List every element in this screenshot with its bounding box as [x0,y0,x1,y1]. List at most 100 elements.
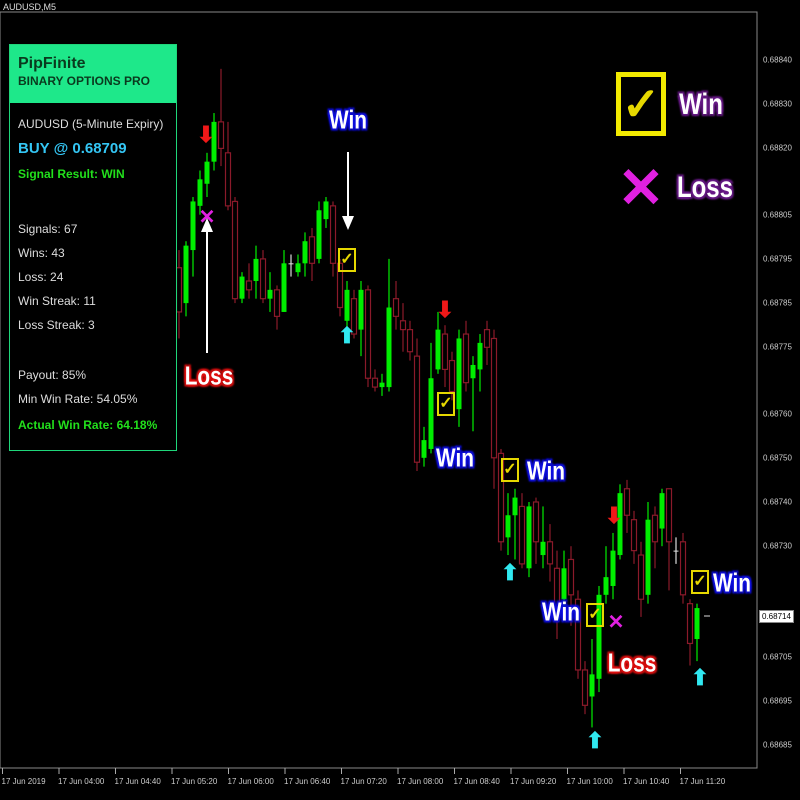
candle [659,488,665,547]
price-tick-label: 0.68705 [763,652,792,662]
candle-body [574,598,582,671]
candle [211,113,217,171]
price-tick-label: 0.68775 [763,342,792,352]
candle-body [211,121,217,162]
candle-body [336,262,344,309]
legend-loss-x-icon: ✕ [617,156,665,219]
candle [477,334,483,392]
time-tick-label: 17 Jun 06:40 [284,777,331,786]
candle-body [610,550,616,586]
candle-body [546,541,554,565]
candle-body [364,289,372,379]
time-tick-label: 17 Jun 04:40 [114,777,161,786]
candle [686,599,694,666]
candle-body [231,200,239,300]
price-tick-label: 0.68760 [763,409,792,419]
candle [694,603,700,662]
candle [329,201,337,277]
candle-body [428,378,434,449]
candle-body [350,298,358,335]
panel-header: PipFinite BINARY OPTIONS PRO [10,45,176,103]
candle-body [581,669,589,706]
candle [589,639,595,728]
candle [224,121,232,211]
candle-body [379,382,385,388]
time-tick-label: 17 Jun 04:00 [58,777,105,786]
payout: Payout: 85% [18,368,87,382]
candle-body [512,497,518,516]
candle-body [295,263,301,273]
loss-x-icon: ✕ [198,206,216,229]
time-tick-label: 17 Jun 06:00 [227,777,274,786]
candle [259,250,267,304]
sell-arrow-icon: ⬇ [435,297,455,322]
time-tick-label: 17 Jun 10:00 [566,777,613,786]
win-label: Win [329,104,367,135]
price-tick-label: 0.68820 [763,143,792,153]
candle [204,152,210,198]
chart-frame [0,11,758,769]
legend-win-label: Win [679,88,723,121]
candle [561,550,567,617]
candle [540,506,546,569]
candle-body [532,501,540,543]
legend-loss-label: Loss [676,171,734,204]
buy-arrow-icon: ⬆ [690,665,710,690]
candle-body [448,359,456,393]
candle-body [526,506,532,569]
price-tick-label: 0.68840 [763,55,792,65]
candle-body [386,307,392,388]
candle-body [392,298,400,317]
candle-body [308,236,316,264]
price-tick-label: 0.68830 [763,99,792,109]
candle-body [483,329,491,348]
candle [413,338,421,472]
buy-arrow-icon: ⬆ [585,728,605,753]
candle-body [344,289,350,321]
candle [406,320,414,361]
candle-body [245,280,253,291]
candle-body [239,276,245,299]
price-tick-label: 0.68730 [763,541,792,551]
time-tick-label: 17 Jun 05:20 [171,777,218,786]
win-label: Win [527,455,565,486]
win-checkbox-icon: ✓ [586,603,604,627]
candle [596,585,602,693]
candle-body [329,205,337,264]
candle-body [596,594,602,679]
loss-count: Loss: 24 [18,270,64,284]
sell-arrow-icon: ⬇ [196,122,216,147]
candle-body [518,505,526,565]
candle-body [651,514,659,543]
candle [183,241,189,317]
candle-body [413,355,421,463]
candle [617,484,623,560]
candle-body [175,267,183,313]
loss-streak: Loss Streak: 3 [18,318,95,332]
candle-body [679,541,687,596]
candle-body [273,289,281,317]
candle [512,488,518,560]
candle [581,661,589,715]
candle [386,258,392,392]
time-tick-label: 17 Jun 08:40 [453,777,500,786]
candle-body [358,289,364,330]
candle-body [224,152,232,207]
candle [441,325,449,388]
candle [399,303,407,352]
candle [546,524,554,582]
candle-body [490,337,498,459]
symbol-line: AUDUSD (5-Minute Expiry) [18,117,164,131]
candle [435,311,441,374]
candle-body [637,554,645,600]
candle-body [406,329,414,353]
candle-body [316,210,322,259]
signal-result: Signal Result: WIN [18,167,125,181]
candle [651,506,659,569]
legend-win-checkbox-icon: ✓ [616,72,666,136]
price-tick-label: 0.68785 [763,298,792,308]
win-checkbox-icon: ✓ [437,392,455,416]
signals-count: Signals: 67 [18,222,78,236]
buy-arrow-icon: ⬆ [500,560,520,585]
price-tick-label: 0.68795 [763,254,792,264]
